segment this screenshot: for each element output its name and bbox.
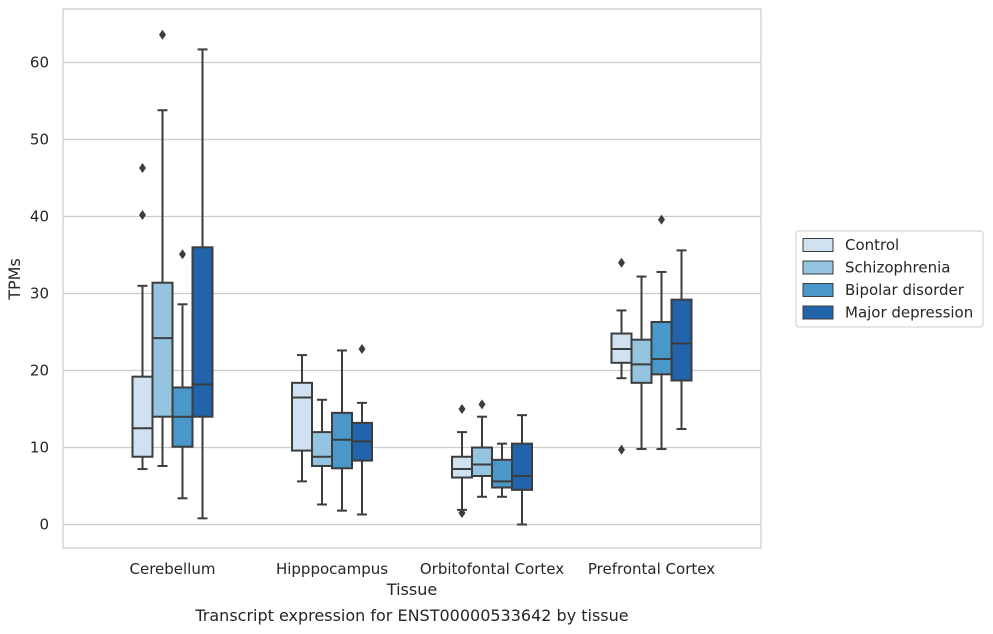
legend-entry-label: Major depression xyxy=(845,304,973,322)
box xyxy=(311,431,333,467)
y-tick-label: 50 xyxy=(30,131,49,149)
box xyxy=(511,442,533,491)
legend-swatch xyxy=(802,283,834,297)
outlier-point xyxy=(179,249,186,260)
box-group xyxy=(650,214,673,451)
outlier-point xyxy=(458,507,466,518)
outlier-point xyxy=(159,29,166,40)
y-axis-label: TPMs xyxy=(5,258,24,301)
box xyxy=(670,298,693,382)
legend-swatch xyxy=(802,238,834,252)
box-group xyxy=(491,442,513,498)
y-tick-label: 40 xyxy=(30,208,49,226)
box xyxy=(650,320,673,376)
y-tick-label: 20 xyxy=(30,362,49,380)
box-group xyxy=(291,354,313,483)
legend-entry-label: Bipolar disorder xyxy=(845,281,965,299)
box-group xyxy=(351,343,373,516)
box-group xyxy=(131,162,154,471)
legend: Control Schizophrenia Bipolar disorder Majo… xyxy=(795,230,984,328)
box-series-group xyxy=(131,29,693,526)
outlier-point xyxy=(658,214,665,225)
box xyxy=(630,338,653,384)
outlier-point xyxy=(358,343,366,354)
box-group xyxy=(151,29,174,467)
box-group xyxy=(670,249,693,431)
outlier-point xyxy=(458,404,466,414)
outlier-point xyxy=(478,399,486,410)
y-tick-label: 30 xyxy=(30,285,49,303)
box xyxy=(451,455,473,479)
x-axis-categories: Cerebellum Hipppocampus Orbitofontal Corte… xyxy=(130,560,716,578)
box-group xyxy=(191,48,214,520)
legend-frame xyxy=(795,230,984,328)
box xyxy=(491,458,513,489)
box xyxy=(471,446,493,477)
legend-swatch xyxy=(802,260,834,275)
box xyxy=(191,246,214,418)
chart-caption: Transcript expression for ENST0000053364… xyxy=(194,606,628,625)
outlier-point xyxy=(139,209,146,220)
x-axis-label: Tissue xyxy=(386,580,437,599)
box xyxy=(291,381,313,452)
outlier-point xyxy=(618,257,625,268)
legend-entry-label: Control xyxy=(845,236,899,254)
box xyxy=(151,281,174,418)
box-group xyxy=(511,414,533,526)
plot-area-frame xyxy=(62,8,762,549)
x-tick-label: Cerebellum xyxy=(130,560,216,578)
box-group xyxy=(331,349,353,512)
box xyxy=(131,375,154,458)
outlier-point xyxy=(139,162,146,173)
legend-entry-label: Schizophrenia xyxy=(845,259,950,277)
x-tick-label: Orbitofontal Cortex xyxy=(420,560,564,578)
y-tick-label: 0 xyxy=(39,516,49,534)
y-axis-ticks: 0 10 20 30 40 50 60 xyxy=(30,54,49,534)
outlier-point xyxy=(618,444,625,455)
x-tick-label: Prefrontal Cortex xyxy=(588,560,715,578)
legend-swatch xyxy=(802,305,834,320)
y-tick-label: 10 xyxy=(30,439,49,457)
y-tick-label: 60 xyxy=(30,54,49,72)
x-tick-label: Hipppocampus xyxy=(276,560,388,578)
box-group xyxy=(610,257,633,455)
